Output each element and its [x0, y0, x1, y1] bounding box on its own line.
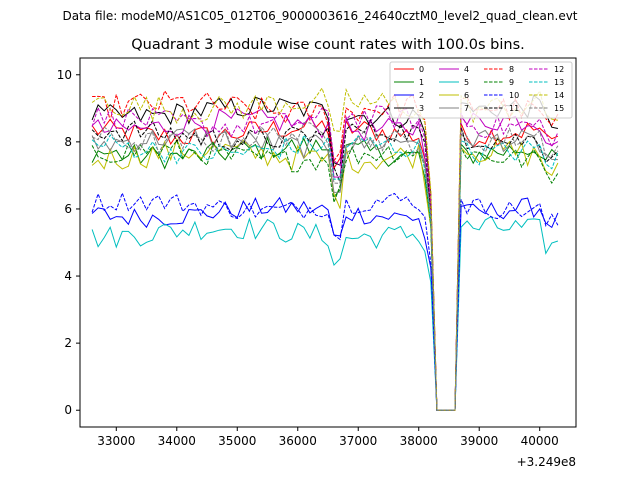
- legend-label-10: 10: [509, 91, 519, 100]
- legend-label-8: 8: [509, 65, 514, 74]
- chart-suptitle: Data file: modeM0/AS1C05_012T06_90000036…: [62, 9, 577, 23]
- series-line-6: [91, 137, 559, 411]
- legend-label-15: 15: [554, 104, 564, 113]
- y-tick-label: 4: [64, 269, 72, 283]
- x-offset-label: +3.249e8: [517, 455, 576, 469]
- legend-label-6: 6: [464, 91, 469, 100]
- legend-label-7: 7: [464, 104, 469, 113]
- x-tick-label: 40000: [521, 434, 559, 448]
- legend-label-12: 12: [554, 65, 564, 74]
- legend-label-1: 1: [419, 78, 424, 87]
- legend-label-9: 9: [509, 78, 514, 87]
- legend-label-0: 0: [419, 65, 424, 74]
- chart-title: Quadrant 3 module wise count rates with …: [131, 37, 525, 53]
- series-line-9: [91, 139, 559, 411]
- series-line-0: [91, 114, 559, 411]
- legend-frame: [389, 61, 573, 119]
- x-tick-label: 34000: [158, 434, 196, 448]
- x-tick-label: 39000: [460, 434, 498, 448]
- series-line-14: [91, 87, 558, 411]
- x-axis: 33000 34000 35000 36000 37000 38000 39000 40000: [97, 427, 559, 448]
- series-line-2: [91, 196, 559, 411]
- x-tick-label: 35000: [218, 434, 256, 448]
- series-line-13: [91, 134, 559, 411]
- series-line-12: [91, 105, 559, 411]
- plot-frame: [79, 57, 577, 428]
- y-tick-label: 2: [64, 336, 72, 350]
- y-tick-label: 6: [64, 202, 72, 216]
- x-tick-label: 33000: [97, 434, 135, 448]
- y-axis: 0 2 4 6 8 10: [57, 68, 80, 417]
- y-tick-label: 10: [57, 68, 72, 82]
- x-tick-label: 38000: [400, 434, 438, 448]
- legend-label-2: 2: [419, 91, 424, 100]
- x-tick-label: 37000: [339, 434, 377, 448]
- legend-label-3: 3: [419, 104, 424, 113]
- legend-label-13: 13: [554, 78, 564, 87]
- legend-label-4: 4: [464, 65, 469, 74]
- series-line-15: [91, 122, 559, 411]
- legend-label-11: 11: [509, 104, 519, 113]
- y-tick-label: 8: [64, 135, 72, 149]
- y-tick-label: 0: [64, 403, 72, 417]
- series-line-7: [91, 128, 558, 411]
- series-line-4: [91, 108, 559, 411]
- legend-label-5: 5: [464, 78, 469, 87]
- legend-label-14: 14: [554, 91, 564, 100]
- series-line-10: [91, 191, 559, 411]
- x-tick-label: 36000: [279, 434, 317, 448]
- series-line-5: [91, 215, 559, 411]
